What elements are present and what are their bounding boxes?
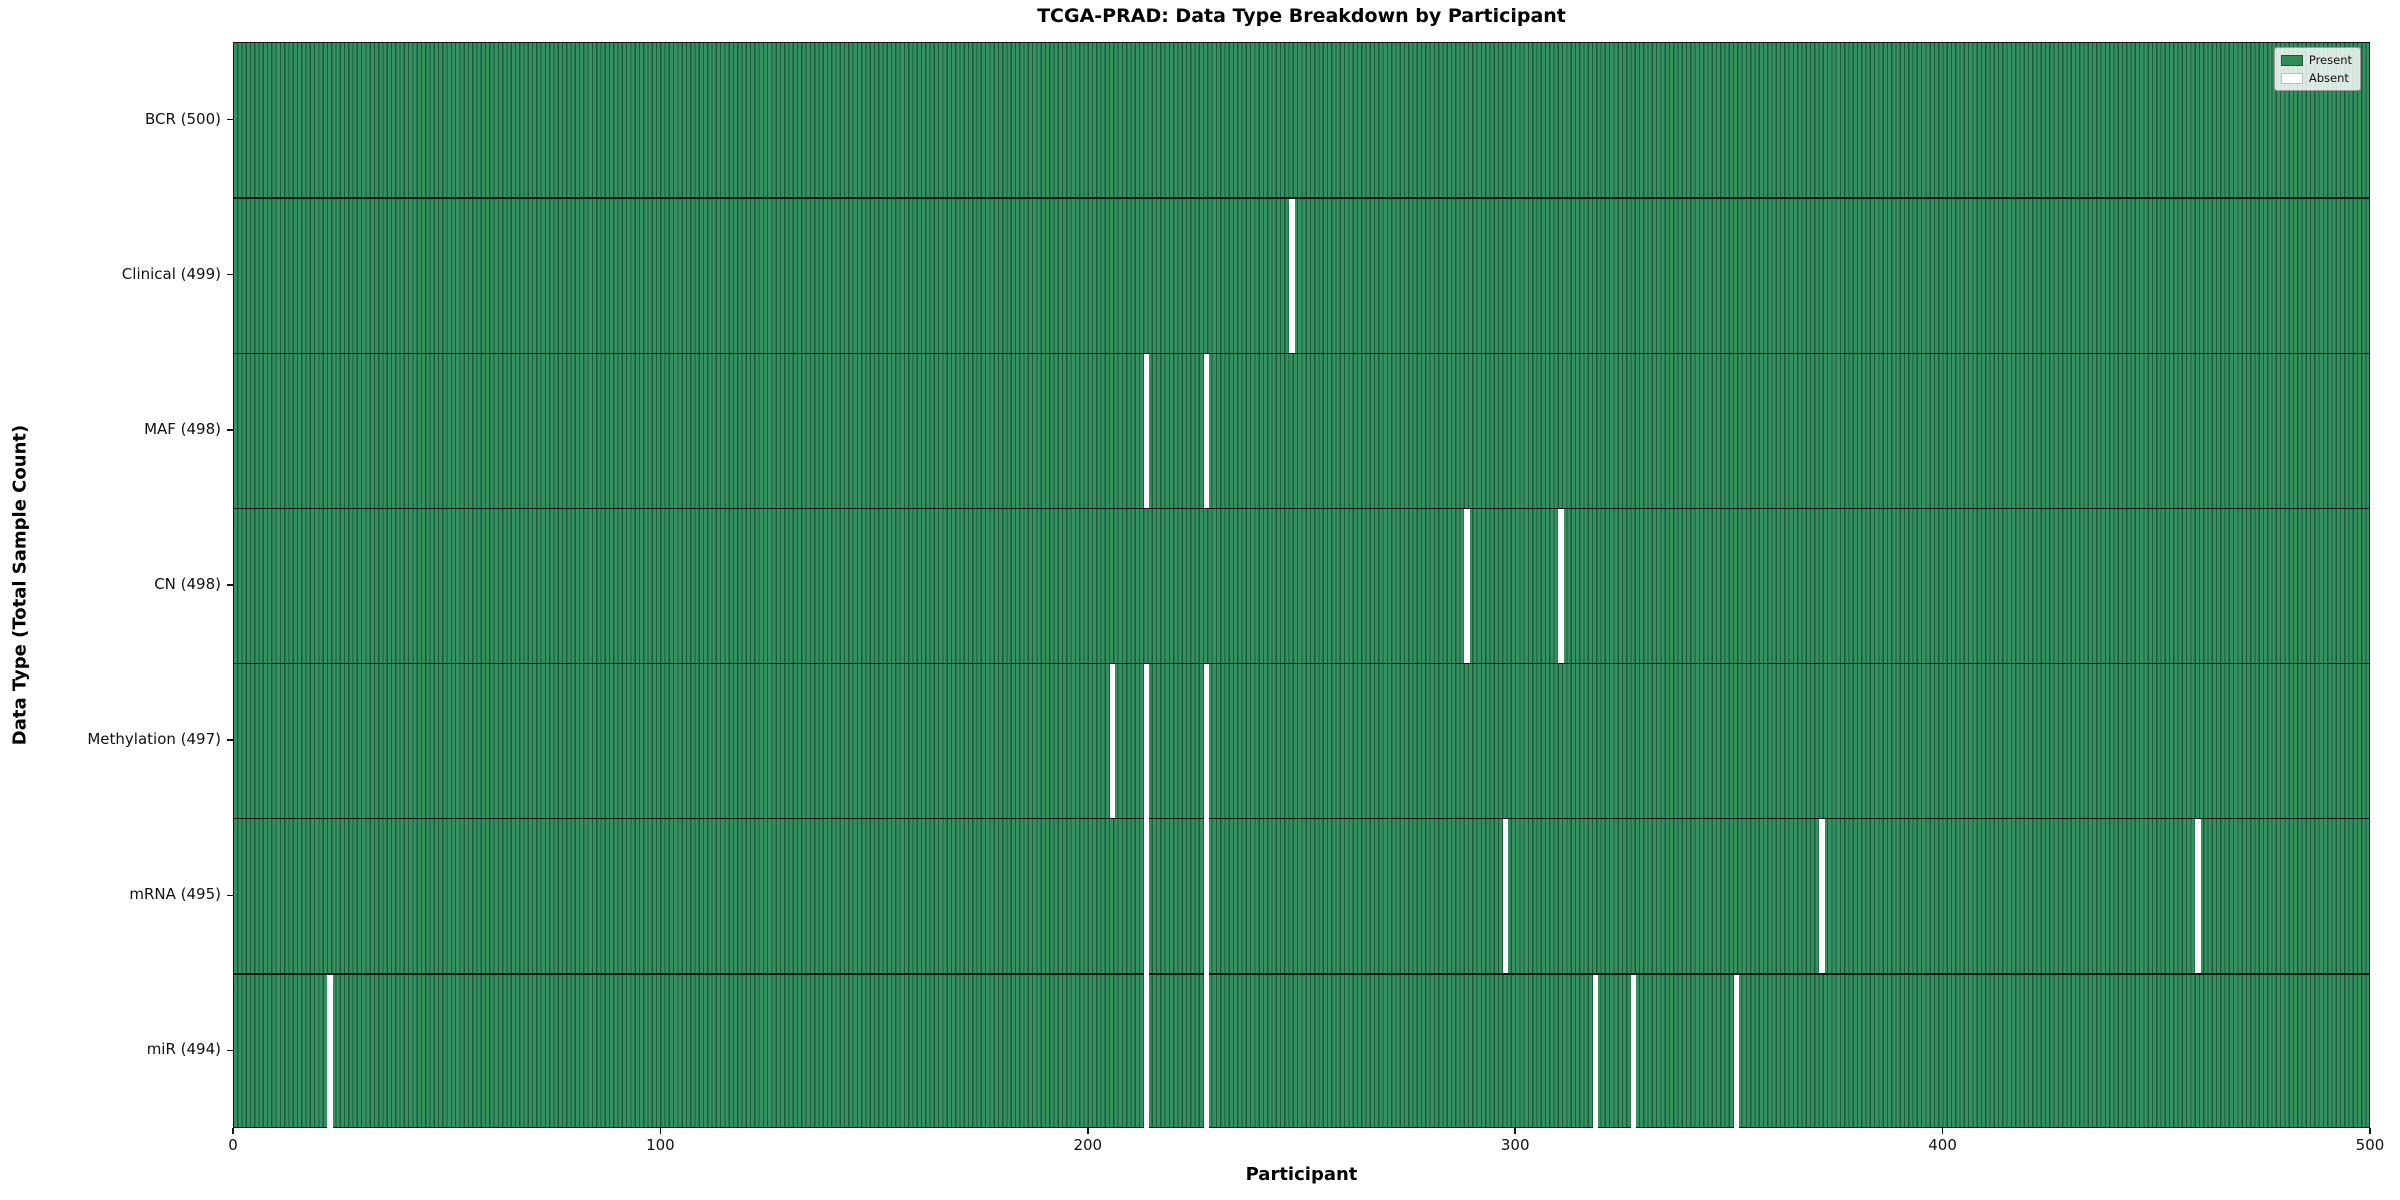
present-swatch-icon — [2280, 54, 2303, 66]
x-tick-mark — [1941, 1128, 1944, 1134]
x-tick-label: 500 — [2355, 1136, 2385, 1154]
y-tick-mark — [227, 1049, 233, 1052]
x-tick-mark — [232, 1128, 234, 1134]
y-tick-mark — [227, 118, 233, 121]
absent-swatch-icon — [2280, 72, 2303, 84]
y-tick-label-MAF: MAF (498) — [144, 419, 221, 438]
absent-gap-CN-288 — [1464, 508, 1470, 664]
y-tick-label-CN: CN (498) — [154, 575, 221, 593]
legend: Present Absent — [2273, 47, 2361, 91]
x-tick-mark — [1087, 1128, 1089, 1134]
y-tick-label-mRNA: mRNA (495) — [129, 885, 221, 904]
shared-gap-crossing — [1203, 817, 1210, 820]
absent-gap-Methylation-205 — [1109, 663, 1116, 819]
x-tick-label: 300 — [1500, 1136, 1530, 1154]
absent-gap-mRNA-227 — [1203, 818, 1210, 974]
x-tick-mark — [659, 1128, 662, 1134]
absent-gap-mRNA-459 — [2195, 818, 2201, 974]
x-axis-label: Participant — [1245, 1164, 1358, 1185]
shared-gap-crossing — [1203, 973, 1210, 975]
absent-gap-miR-327 — [1630, 973, 1637, 1129]
legend-label-absent: Absent — [2308, 71, 2349, 85]
absent-gap-CN-310 — [1558, 508, 1564, 664]
absent-gap-miR-213 — [1143, 973, 1150, 1129]
legend-entry-present: Present — [2280, 53, 2352, 67]
legend-entry-absent: Absent — [2280, 71, 2352, 85]
absent-gap-miR-22 — [327, 973, 333, 1129]
absent-gap-miR-351 — [1733, 973, 1740, 1129]
x-tick-label: 100 — [646, 1136, 675, 1154]
row-divider — [234, 973, 2369, 975]
absent-gap-Clinical-247 — [1289, 198, 1295, 354]
chart-title: TCGA-PRAD: Data Type Breakdown by Partic… — [1037, 5, 1566, 27]
row-divider — [234, 817, 2369, 820]
row-divider — [234, 197, 2369, 199]
y-tick-label-Methylation: Methylation (497) — [87, 730, 221, 749]
row-divider — [234, 507, 2369, 510]
absent-gap-Methylation-213 — [1143, 663, 1150, 819]
x-tick-mark — [1514, 1128, 1516, 1134]
absent-gap-MAF-213 — [1143, 353, 1150, 509]
absent-gap-MAF-227 — [1203, 353, 1210, 509]
y-tick-label-miR: miR (494) — [146, 1040, 221, 1059]
y-tick-label-BCR: BCR (500) — [144, 109, 221, 128]
legend-label-present: Present — [2308, 53, 2352, 67]
y-tick-mark — [227, 894, 233, 897]
absent-gap-mRNA-371 — [1819, 818, 1825, 974]
y-tick-mark — [227, 429, 233, 431]
absent-gap-Methylation-227 — [1203, 663, 1210, 819]
absent-gap-mRNA-297 — [1502, 818, 1509, 974]
absent-gap-miR-318 — [1592, 973, 1599, 1129]
shared-gap-crossing — [1143, 973, 1150, 975]
plot-area: Present Absent — [233, 42, 2370, 1129]
x-tick-label: 200 — [1073, 1136, 1103, 1154]
y-tick-mark — [227, 584, 233, 586]
y-tick-mark — [227, 739, 233, 741]
x-tick-label: 0 — [228, 1136, 238, 1154]
row-divider — [234, 352, 2369, 355]
x-tick-mark — [2369, 1128, 2371, 1134]
y-tick-label-Clinical: Clinical (499) — [121, 264, 221, 283]
y-tick-mark — [227, 273, 233, 276]
absent-gap-miR-227 — [1203, 973, 1210, 1129]
x-tick-label: 400 — [1928, 1136, 1957, 1154]
shared-gap-crossing — [1143, 817, 1150, 820]
row-divider — [234, 662, 2369, 665]
absent-gap-mRNA-213 — [1143, 818, 1150, 974]
